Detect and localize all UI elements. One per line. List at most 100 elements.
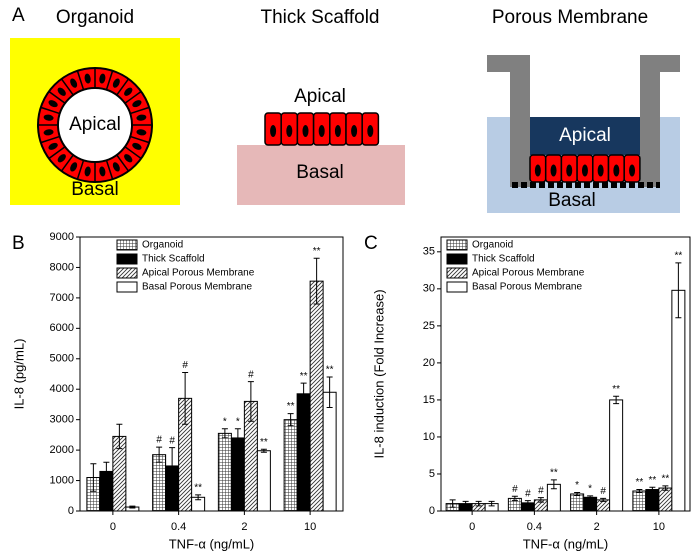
x-tick-label: 10 (653, 521, 665, 533)
x-axis-label: TNF-α (ng/mL) (169, 536, 255, 551)
apical-label: Apical (559, 125, 611, 146)
legend-swatch (116, 281, 138, 293)
error-bar (260, 448, 267, 453)
nucleus (48, 142, 58, 150)
nucleus (136, 114, 147, 121)
legend-label: Thick Scaffold (472, 254, 535, 265)
significance: # (156, 435, 162, 446)
y-tick-label: 35 (423, 246, 435, 258)
legend-label: Basal Porous Membrane (472, 282, 582, 293)
y-tick-label: 4000 (50, 383, 74, 395)
x-tick-label: 0.4 (527, 521, 542, 533)
significance: ** (612, 384, 620, 395)
y-tick-label: 2000 (50, 444, 74, 456)
error-bar (300, 382, 307, 405)
apical-label: Apical (294, 86, 346, 107)
significance: # (248, 369, 254, 380)
legend-label: Basal Porous Membrane (142, 282, 252, 293)
error-bar (649, 486, 656, 493)
significance: * (575, 480, 579, 491)
significance: # (538, 485, 544, 496)
error-bar (247, 381, 254, 422)
y-tick-label: 5 (429, 468, 435, 480)
significance: # (182, 360, 188, 371)
bar (645, 489, 660, 512)
error-bar (636, 489, 643, 493)
y-tick-label: 8000 (50, 261, 74, 273)
significance: # (525, 488, 531, 499)
plot-frame (79, 236, 344, 512)
x-tick-label: 10 (304, 521, 316, 533)
error-bar (662, 485, 669, 491)
legend-swatch (446, 253, 468, 265)
error-bar (169, 447, 176, 485)
significance: ** (194, 483, 202, 494)
nucleus (43, 114, 54, 121)
y-tick-label: 9000 (50, 231, 74, 243)
nucleus (84, 166, 91, 177)
error-bar (195, 494, 202, 501)
panel-label: C (364, 233, 378, 254)
nucleus (43, 129, 54, 136)
error-bar (449, 499, 456, 508)
nucleus (613, 164, 620, 177)
y-tick-label: 1000 (50, 474, 74, 486)
insert (487, 55, 680, 187)
significance: ** (313, 246, 321, 257)
apical-chamber (530, 117, 640, 155)
cell-wall (124, 90, 142, 104)
bar (230, 437, 245, 512)
error-bar (116, 423, 123, 450)
nucleus (629, 164, 636, 177)
y-tick-label: 15 (423, 394, 435, 406)
error-bar (675, 262, 682, 319)
panel-label: B (12, 233, 25, 254)
nucleus (57, 87, 66, 96)
y-tick-label: 30 (423, 283, 435, 295)
error-bar (287, 413, 294, 427)
bar (256, 450, 271, 512)
legend-swatch (116, 267, 138, 279)
basal-label: Basal (296, 162, 344, 183)
nucleus (270, 125, 277, 137)
significance: * (588, 483, 592, 494)
nucleus (70, 78, 78, 88)
cell-wall (105, 159, 114, 180)
error-bar (182, 371, 189, 425)
legend-swatch (446, 281, 468, 293)
error-bar (537, 497, 544, 503)
cell-wall (76, 70, 85, 91)
significance: ** (674, 251, 682, 262)
cell-wall (116, 154, 130, 172)
bar (658, 487, 673, 512)
y-axis-label: IL-8 (pg/mL) (11, 339, 26, 410)
apical-label: Apical (69, 114, 121, 135)
nucleus (318, 125, 325, 137)
legend-swatch (116, 253, 138, 265)
cell-wall (124, 146, 142, 160)
legend-swatch (446, 239, 468, 251)
cell-wall (60, 78, 74, 96)
nucleus (99, 73, 106, 84)
basal-label: Basal (71, 179, 119, 200)
error-bar (103, 461, 110, 482)
cell-wall (129, 106, 150, 115)
y-axis-label: IL-8 induction (Fold Increase) (371, 289, 386, 458)
significance: ** (300, 371, 308, 382)
y-tick-label: 7000 (50, 292, 74, 304)
x-tick-label: 0 (469, 521, 475, 533)
significance: ** (287, 401, 295, 412)
legend-label: Apical Porous Membrane (142, 268, 255, 279)
basal-label: Basal (548, 190, 596, 211)
error-bar (90, 463, 97, 492)
cell-wall (40, 135, 61, 144)
bar (570, 493, 585, 512)
y-tick-label: 6000 (50, 322, 74, 334)
bar (309, 280, 324, 512)
nucleus (84, 73, 91, 84)
bar (322, 391, 337, 512)
legend-swatch (116, 239, 138, 251)
error-bar (587, 495, 594, 500)
y-tick-label: 0 (68, 505, 74, 517)
y-tick-label: 10 (423, 431, 435, 443)
